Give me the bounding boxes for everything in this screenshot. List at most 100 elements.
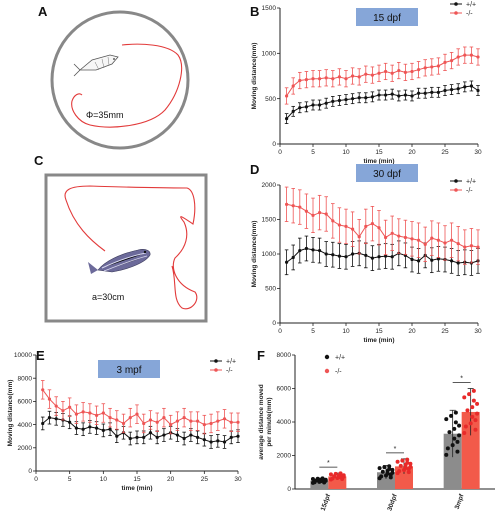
y-axis-label: Moving distance(mm) (251, 221, 258, 288)
data-point (417, 238, 421, 242)
y-tick-label: 1000 (262, 251, 277, 258)
data-dot (330, 476, 335, 481)
data-point (377, 226, 381, 230)
data-point (298, 78, 302, 83)
data-point (430, 65, 434, 69)
data-point (344, 255, 348, 259)
data-point (476, 245, 480, 249)
data-point (436, 64, 440, 68)
legend-marker (454, 11, 458, 15)
data-point (456, 55, 460, 59)
x-axis-label: time (min) (121, 485, 152, 492)
series-line (286, 85, 479, 119)
legend-marker (214, 359, 218, 363)
data-point (364, 253, 368, 257)
data-point (456, 87, 460, 91)
data-dot (444, 452, 449, 457)
data-dot (470, 414, 475, 419)
data-point (68, 405, 72, 409)
x-tick-label: 25 (201, 476, 209, 483)
data-point (456, 261, 460, 265)
data-point (344, 97, 348, 102)
data-point (304, 78, 308, 82)
data-dot (379, 474, 384, 479)
data-point (88, 411, 92, 415)
data-point (397, 234, 401, 238)
data-point (311, 248, 315, 252)
data-point (417, 91, 421, 95)
data-dot (405, 457, 410, 462)
data-dot (463, 424, 468, 429)
data-point (344, 77, 348, 81)
data-point (364, 96, 368, 100)
x-tick-label: 15 (133, 476, 141, 483)
data-point (337, 98, 341, 103)
data-dot (397, 469, 402, 474)
data-point (189, 419, 193, 423)
series-line (286, 203, 479, 248)
panel-c: C a=30cm (34, 153, 208, 323)
data-point (390, 92, 394, 96)
data-point (364, 72, 368, 76)
data-point (443, 60, 447, 64)
side-length-label: a=30cm (92, 292, 124, 302)
data-dot (455, 449, 460, 454)
data-point (47, 416, 52, 420)
data-dot (473, 418, 478, 423)
data-point (377, 71, 381, 75)
data-point (175, 419, 179, 423)
data-point (469, 53, 473, 57)
data-dot (400, 458, 405, 463)
data-dot (452, 436, 457, 441)
data-point (436, 257, 440, 261)
data-dot (471, 398, 476, 403)
data-dot (457, 433, 462, 438)
x-tick-label: 5 (68, 476, 72, 483)
data-point (403, 235, 407, 240)
data-point (298, 205, 302, 209)
x-axis-label: time (min) (363, 337, 394, 344)
data-point (54, 404, 58, 408)
title-badge-text: 15 dpf (373, 13, 401, 24)
data-point (463, 53, 467, 57)
bar (310, 480, 329, 489)
y-tick-label: 8000 (277, 352, 292, 359)
legend-marker (454, 2, 458, 6)
data-point (101, 411, 105, 415)
y-tick-label: 10000 (14, 352, 32, 359)
y-tick-label: 6000 (277, 386, 292, 393)
data-dot (390, 470, 395, 475)
data-dot (377, 466, 382, 471)
data-point (351, 227, 355, 231)
x-tick-label: 20 (408, 328, 416, 335)
data-dot (405, 460, 410, 465)
data-dot (452, 426, 457, 431)
data-point (182, 436, 186, 441)
data-point (81, 410, 85, 414)
legend-label: -/- (335, 368, 342, 375)
x-tick-label: 30 (474, 328, 482, 335)
data-point (298, 106, 302, 110)
panel-letter: F (257, 348, 265, 363)
data-point (135, 435, 139, 439)
series-line (42, 389, 238, 426)
data-point (397, 68, 401, 73)
data-point (423, 242, 427, 246)
data-point (364, 224, 368, 228)
x-category-label: 15dpf (320, 493, 333, 512)
significance-star: * (394, 446, 397, 453)
legend-marker (454, 179, 458, 183)
data-point (148, 431, 153, 435)
data-point (209, 440, 213, 444)
legend-marker (454, 188, 458, 192)
data-dot (455, 439, 460, 444)
data-point (324, 76, 328, 80)
data-point (469, 84, 473, 88)
data-dot (444, 417, 449, 422)
diameter-label: Φ=35mm (86, 110, 123, 120)
data-point (324, 212, 328, 216)
data-point (101, 428, 105, 432)
data-point (162, 416, 166, 420)
data-point (403, 70, 407, 74)
panel-letter: E (36, 348, 45, 363)
